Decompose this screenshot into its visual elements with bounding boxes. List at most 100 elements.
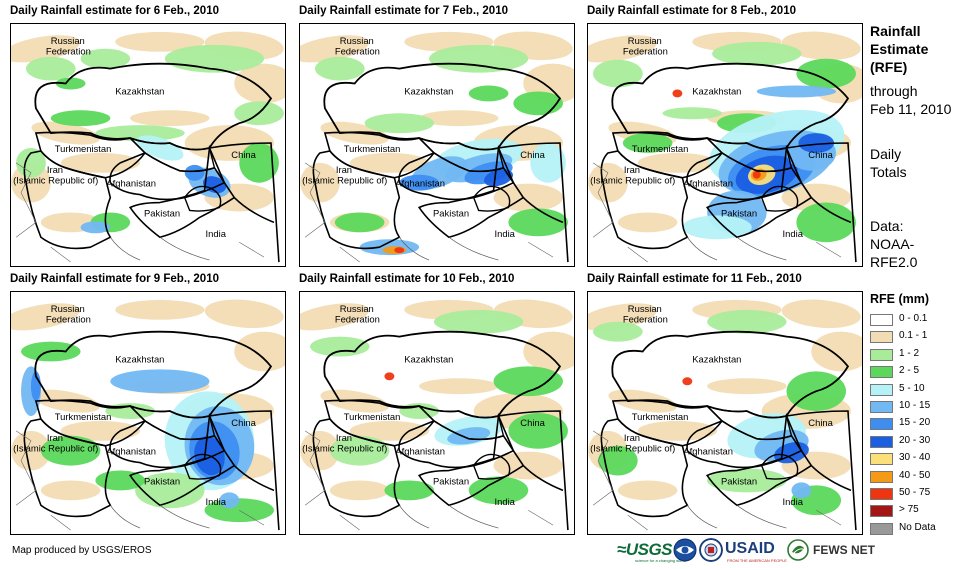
legend-swatch (870, 348, 893, 361)
rain-area (672, 89, 683, 98)
rainfall-map-feb9: Russian Federation Kazakhstan Turkmenist… (10, 291, 286, 535)
rain-area (508, 413, 568, 449)
data-source-note: Data: NOAA- RFE2.0 (870, 218, 918, 270)
rain-area (394, 247, 405, 254)
legend-swatch (870, 487, 893, 500)
label-kazakhstan: Kazakhstan (692, 353, 741, 364)
rain-area (468, 476, 529, 505)
legend-swatch (870, 331, 893, 344)
rain-area (110, 369, 210, 394)
label-afghanistan: Afghanistan (683, 446, 733, 457)
rain-area (429, 44, 529, 73)
rain-area (11, 303, 81, 331)
rain-area (204, 299, 284, 329)
rain-area (682, 215, 752, 240)
label-iran: Iran (336, 432, 352, 443)
legend-swatch (870, 314, 893, 326)
through-date: through Feb 11, 2010 (870, 83, 952, 117)
label-india: India (495, 496, 516, 507)
rain-area (617, 212, 678, 233)
label-pakistan: Pakistan (433, 207, 469, 218)
panel-title-feb11: Daily Rainfall estimate for 11 Feb., 201… (587, 273, 802, 285)
rain-area (798, 133, 835, 153)
rain-area (756, 85, 837, 98)
legend-swatch (870, 435, 893, 448)
rain-area (483, 169, 514, 187)
rain-area (234, 331, 285, 372)
label-kazakhstan: Kazakhstan (404, 353, 453, 364)
panel-title-feb7: Daily Rainfall estimate for 7 Feb., 2010 (299, 5, 508, 17)
label-iran-2: (Islamic Republic of) (590, 175, 675, 186)
rain-area (95, 125, 185, 142)
rain-area (781, 31, 861, 61)
legend-label: 40 - 50 (899, 469, 931, 481)
rain-area (419, 110, 499, 127)
label-india: India (495, 228, 516, 239)
rain-area (419, 378, 499, 395)
label-india: India (206, 228, 227, 239)
label-pakistan: Pakistan (721, 475, 757, 486)
label-iran-2: (Islamic Republic of) (302, 175, 387, 186)
label-pakistan: Pakistan (144, 475, 180, 486)
legend-label: 1 - 2 (899, 347, 920, 359)
rain-area (26, 56, 76, 81)
legend-swatch (870, 470, 893, 483)
label-russia-2: Federation (335, 46, 380, 57)
rain-area (310, 336, 370, 357)
globe-leaf-icon (787, 539, 809, 561)
label-russia: Russian (340, 35, 374, 46)
label-turkmenistan: Turkmenistan (55, 143, 112, 154)
label-russia-2: Federation (623, 46, 668, 57)
legend-swatch (870, 418, 893, 431)
legend-label: 50 - 75 (899, 486, 931, 498)
label-russia-2: Federation (46, 314, 91, 325)
rain-area (530, 143, 566, 183)
map-credit: Map produced by USGS/EROS (12, 545, 152, 556)
rain-area (80, 48, 131, 69)
rain-area (781, 299, 861, 329)
rain-area (588, 35, 658, 63)
legend-swatch (870, 400, 893, 413)
rain-area (617, 480, 678, 501)
label-iran: Iran (47, 432, 63, 443)
label-india: India (783, 228, 804, 239)
border-line (705, 412, 813, 507)
rain-area (622, 133, 673, 153)
legend-label: 15 - 20 (899, 417, 931, 429)
border-line (399, 504, 499, 529)
label-pakistan: Pakistan (721, 207, 757, 218)
rain-area (637, 152, 718, 173)
rain-area (523, 331, 574, 372)
legend-label: 30 - 40 (899, 452, 931, 464)
rain-area (349, 420, 430, 441)
rain-area (50, 110, 111, 127)
label-iran-2: (Islamic Republic of) (302, 443, 387, 454)
border-line (399, 236, 499, 261)
border-line (786, 410, 857, 531)
rainfall-map-feb8: Russian Federation Kazakhstan Turkmenist… (587, 23, 863, 267)
rain-area (637, 420, 718, 441)
border-line (110, 236, 210, 261)
legend-swatch (870, 383, 893, 396)
rain-area (384, 480, 435, 501)
label-india: India (206, 496, 227, 507)
label-iran: Iran (336, 164, 352, 175)
label-turkmenistan: Turkmenistan (55, 411, 112, 422)
rain-area (384, 372, 395, 381)
rfe-title: Rainfall Estimate (RFE) (870, 23, 929, 75)
rain-area (329, 435, 390, 466)
label-kazakhstan: Kazakhstan (115, 353, 164, 364)
legend-swatch (870, 505, 893, 518)
rain-area (334, 212, 385, 233)
rain-area (707, 309, 787, 334)
panel-title-feb9: Daily Rainfall estimate for 9 Feb., 2010 (10, 273, 219, 285)
label-russia-2: Federation (623, 314, 668, 325)
rain-area (662, 107, 723, 120)
rain-area (707, 378, 787, 395)
legend-swatch (870, 453, 893, 466)
rain-area (300, 303, 370, 331)
label-pakistan: Pakistan (433, 475, 469, 486)
border-line (304, 162, 554, 263)
rain-area (588, 303, 658, 331)
label-russia: Russian (628, 303, 662, 314)
